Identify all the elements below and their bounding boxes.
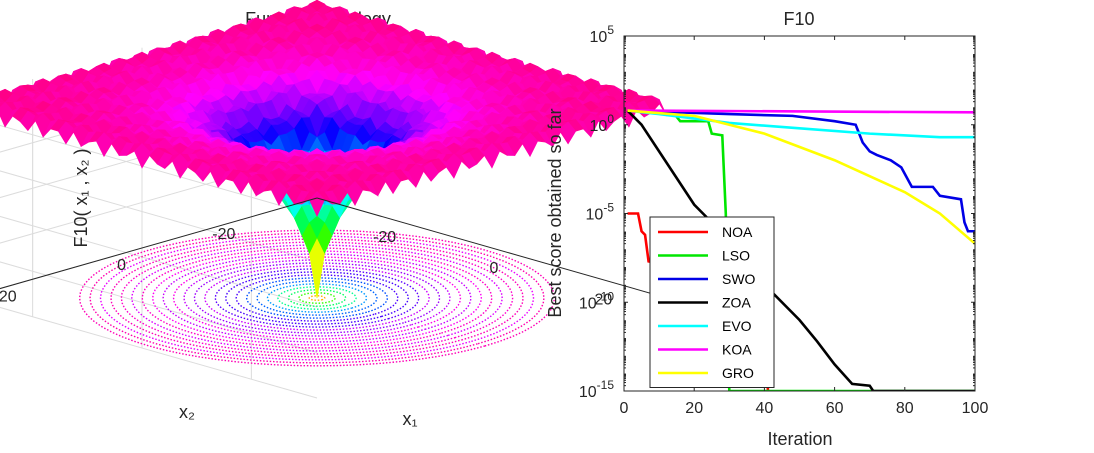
surface-grid-line bbox=[0, 197, 318, 399]
convergence-ticks: 0 20 40 60 80 100 105 100 10-5 10-10 10-15 bbox=[579, 23, 989, 417]
contour-ring bbox=[298, 292, 336, 304]
legend-label: SWO bbox=[722, 271, 756, 287]
contour-ring bbox=[277, 286, 357, 310]
surface-x-axis bbox=[316, 197, 668, 299]
legend-label: ZOA bbox=[722, 295, 751, 311]
convergence-title: F10 bbox=[783, 9, 814, 29]
surface-xlabel: x₁ bbox=[402, 409, 417, 429]
contour-ring bbox=[89, 232, 545, 364]
contour-ring bbox=[120, 241, 514, 355]
contour-ring bbox=[110, 238, 524, 358]
convergence-xlabel: Iteration bbox=[767, 429, 832, 449]
x-tick-label: 80 bbox=[896, 400, 914, 417]
surface-x-tick: -20 bbox=[373, 229, 396, 246]
contour-ring bbox=[245, 277, 389, 319]
surface-grid-line bbox=[0, 152, 318, 353]
x-tick-label: 40 bbox=[756, 400, 774, 417]
convergence-chart: F10 0 20 40 60 80 100 105 100 10-5 10-10 10-15 Ite… bbox=[545, 9, 988, 449]
contour-ring bbox=[193, 262, 441, 334]
surface-y-axis bbox=[0, 197, 318, 290]
y-tick-label: 10-15 bbox=[579, 378, 614, 401]
surface-x-tick: 0 bbox=[490, 260, 499, 277]
surface-mesh bbox=[0, 0, 668, 299]
surface-ylabel: x₂ bbox=[179, 402, 195, 422]
surface-patch bbox=[309, 191, 325, 218]
series-line-swo bbox=[627, 109, 975, 233]
y-tick-label: 10-10 bbox=[579, 289, 614, 312]
surface-patch bbox=[0, 97, 6, 104]
contour-ring bbox=[204, 265, 430, 331]
x-tick-label: 20 bbox=[685, 400, 703, 417]
surface-axes bbox=[0, 197, 668, 299]
convergence-ylabel: Best score obtained so far bbox=[545, 108, 565, 317]
contour-ring bbox=[287, 289, 347, 307]
surface-x-tick: 20 bbox=[594, 291, 612, 308]
x-tick-label: 100 bbox=[962, 400, 989, 417]
series-line-gro bbox=[627, 109, 975, 245]
contour-ring bbox=[183, 259, 451, 337]
legend-label: LSO bbox=[722, 248, 750, 264]
contour-ring bbox=[78, 229, 556, 367]
legend-label: GRO bbox=[722, 365, 754, 381]
legend-label: EVO bbox=[722, 318, 752, 334]
x-tick-label: 60 bbox=[826, 400, 844, 417]
contour-ring bbox=[131, 244, 503, 352]
contour-ring bbox=[214, 268, 420, 328]
contour-ring bbox=[225, 271, 409, 325]
contour-ring bbox=[141, 247, 493, 349]
contour-ring bbox=[308, 295, 326, 301]
y-tick-label: 100 bbox=[590, 112, 615, 135]
y-tick-label: 10-5 bbox=[586, 201, 615, 224]
x-tick-label: 0 bbox=[620, 400, 629, 417]
y-tick-label: 105 bbox=[590, 23, 615, 46]
surface-y-tick: 0 bbox=[117, 257, 126, 274]
surface-y-tick: -20 bbox=[212, 226, 235, 243]
legend-label: KOA bbox=[722, 342, 752, 358]
contour-ring bbox=[172, 256, 462, 340]
series-line-koa bbox=[627, 109, 975, 114]
surface-zlabel: F10( x₁ , x₂ ) bbox=[71, 148, 91, 247]
surface-y-tick: 20 bbox=[0, 288, 17, 305]
legend: NOA LSO SWO ZOA EVO KOA GRO bbox=[649, 216, 775, 388]
contour-ring bbox=[151, 250, 483, 346]
legend-label: NOA bbox=[722, 224, 753, 240]
contour-ring bbox=[235, 274, 399, 322]
surface-contour bbox=[78, 229, 556, 367]
contour-ring bbox=[162, 253, 472, 343]
